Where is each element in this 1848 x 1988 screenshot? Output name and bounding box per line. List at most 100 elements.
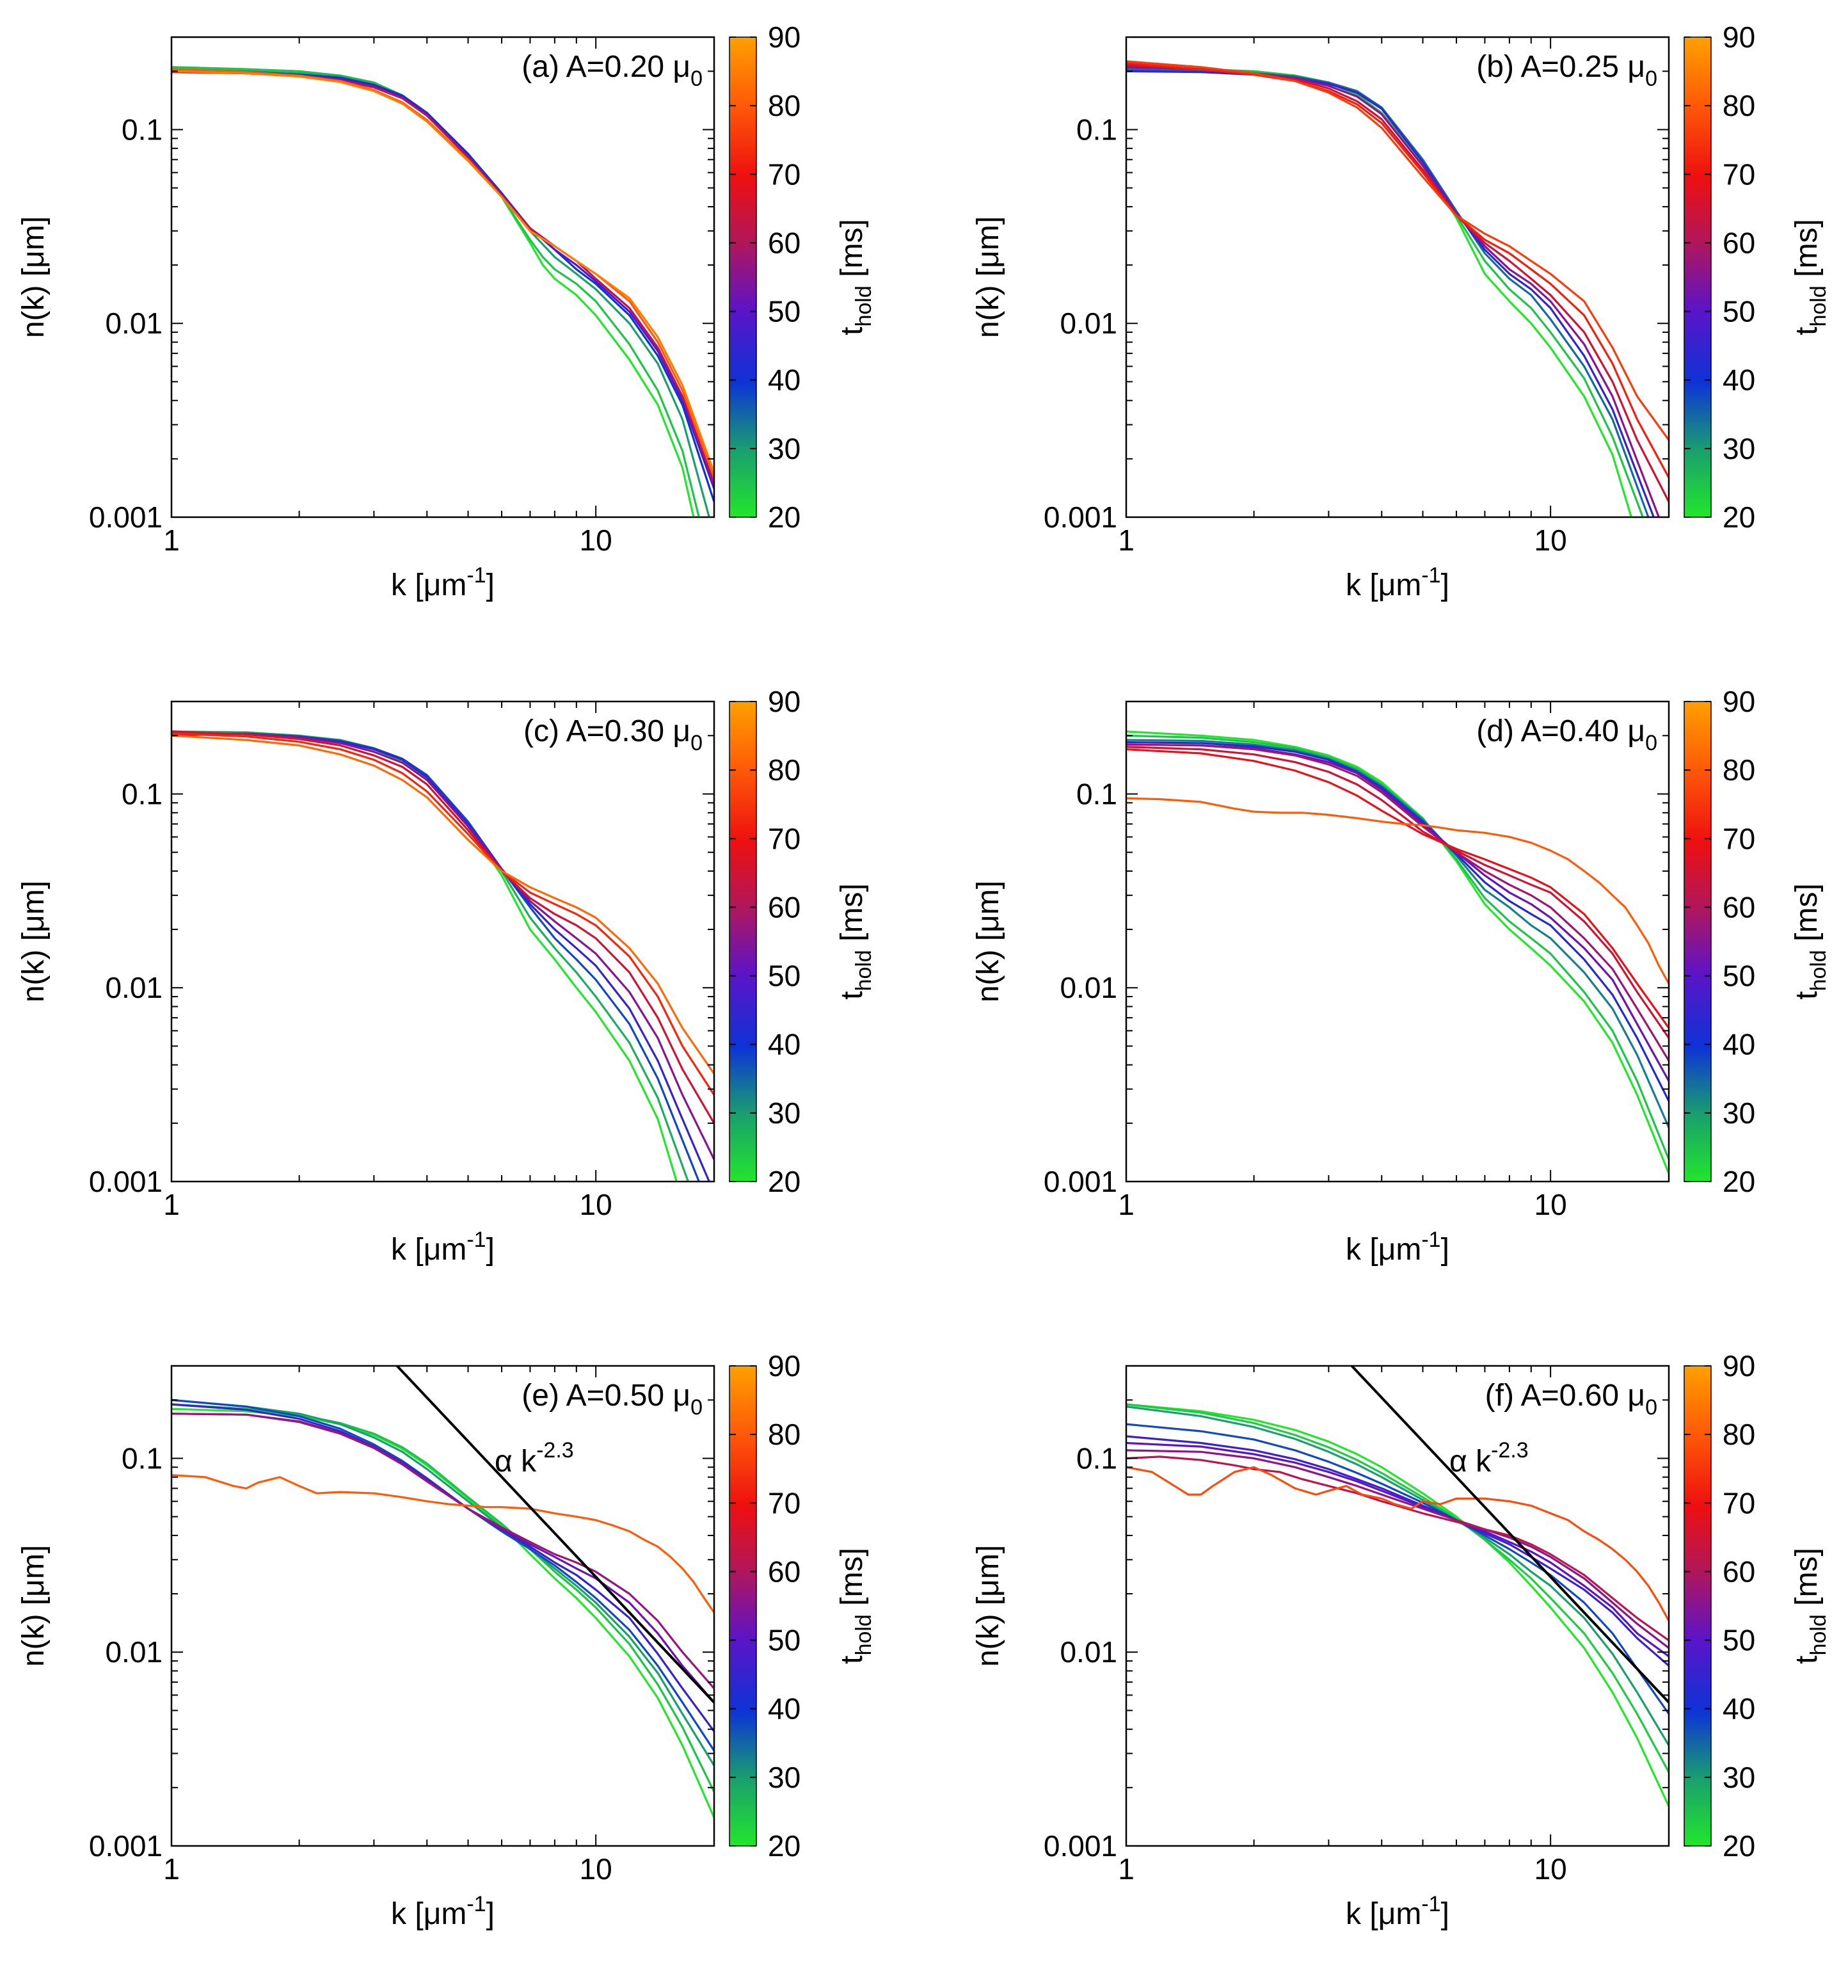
colorbar-label: thold [ms] [835,219,876,335]
series-group [1126,730,1669,1174]
colorbar-tick-label: 50 [1723,295,1755,328]
series-line-thold-57 [171,1413,714,1689]
colorbar-tick-label: 50 [768,959,801,993]
series-line-thold-30 [1126,1406,1669,1746]
x-tick-label: 10 [580,524,612,557]
series-line-thold-20 [171,1407,714,1818]
colorbar-tick-label: 30 [1723,1096,1755,1130]
colorbar-tick-label: 20 [1723,1165,1755,1198]
panel-d: 1 10 0.001 0.01 0.1 k [μm-1] n(k) [μm] (d) A=0.… [971,685,1831,1267]
series-line-thold-35 [1126,68,1650,517]
colorbar-label: thold [ms] [835,1548,876,1664]
colorbar-tick-label: 80 [1723,89,1755,122]
series-line-thold-72 [1126,62,1669,478]
y-axis-label: n(k) [μm] [971,881,1005,1002]
series-line-thold-20 [1126,1403,1669,1807]
series-line-thold-20 [1126,730,1669,1174]
colorbar-tick-label: 40 [768,1692,801,1726]
colorbar-label: thold [ms] [1790,219,1831,335]
colorbar-tick-label: 60 [768,890,801,924]
series-line-thold-38 [171,1399,714,1752]
colorbar-tick-label: 60 [1723,1555,1755,1588]
x-axis-label: k [μm-1] [391,563,495,602]
colorbar-tick-label: 40 [1723,1692,1755,1726]
colorbar-tick-label: 90 [1723,685,1755,718]
y-tick-label: 0.1 [122,113,163,146]
panel-e: 1 10 0.001 0.01 0.1 k [μm-1] n(k) [μm] (e) A=0.… [17,1349,876,1931]
reference-power-law-line [1350,1366,1669,1704]
colorbar-tick-label: 90 [1723,1349,1755,1383]
x-tick-label: 1 [1118,524,1135,557]
colorbar-tick-label: 40 [768,364,801,397]
series-line-thold-76 [1126,60,1669,441]
colorbar-tick-label: 30 [1723,432,1755,465]
plot-frame [170,700,715,1183]
series-group [1126,60,1669,517]
x-tick-label: 1 [1118,1852,1135,1886]
series-line-thold-25 [171,66,700,517]
colorbar-tick-label: 20 [1723,1829,1755,1863]
colorbar-tick-label: 60 [1723,226,1755,259]
colorbar-tick-label: 30 [768,432,801,465]
x-tick-label: 1 [163,1852,180,1886]
y-axis-label: n(k) [μm] [17,881,51,1002]
series-line-thold-73 [171,732,714,1096]
colorbar-tick-label: 70 [768,157,801,191]
y-tick-label: 0.01 [1060,1635,1117,1669]
colorbar-tick-label: 90 [768,20,801,54]
y-tick-label: 0.01 [1060,971,1117,1004]
series-group [1126,1366,1669,1807]
colorbar-tick-label: 30 [768,1761,801,1794]
plot-frame [170,36,715,518]
power-law-annotation: α k-2.3 [1449,1438,1529,1479]
colorbar-tick-label: 20 [768,1165,801,1198]
y-tick-label: 0.01 [105,307,163,340]
series-line-thold-80 [171,1474,714,1614]
series-line-thold-40 [171,70,714,502]
panel-f: 1 10 0.001 0.01 0.1 k [μm-1] n(k) [μm] (f) A=0.… [971,1349,1831,1931]
series-line-thold-62 [1126,1455,1669,1642]
series-line-thold-25 [1126,66,1644,517]
series-line-thold-69 [1126,748,1669,1029]
colorbar-tick-label: 70 [768,1486,801,1519]
series-line-thold-65 [171,730,714,1124]
colorbar-tick-label: 90 [1723,20,1755,54]
series-line-thold-20 [171,730,678,1182]
colorbar-tick-label: 20 [1723,501,1755,534]
colorbar-tick-label: 80 [768,1418,801,1451]
colorbar-tick-label: 70 [768,822,801,855]
x-tick-label: 1 [1118,1188,1135,1221]
y-tick-label: 0.001 [89,501,163,534]
colorbar-tick-label: 20 [768,501,801,534]
y-tick-label: 0.1 [1076,777,1117,810]
series-line-thold-38 [1126,1423,1669,1715]
colorbar-tick-label: 60 [1723,890,1755,924]
reference-power-law-line [395,1366,714,1704]
series-line-thold-30 [171,68,710,517]
series-line-thold-65 [1126,746,1669,1039]
colorbar-label: thold [ms] [1790,883,1831,1000]
colorbar-tick-label: 90 [768,1349,801,1383]
y-tick-label: 0.001 [1044,1165,1117,1198]
y-tick-label: 0.01 [1060,307,1117,340]
x-tick-label: 10 [1534,1852,1567,1886]
x-tick-label: 10 [1534,524,1567,557]
panel-title: (f) A=0.60 μ0 [1485,1379,1657,1420]
colorbar [729,701,757,1182]
colorbar-tick-label: 80 [1723,1418,1755,1451]
colorbar-tick-label: 30 [1723,1761,1755,1794]
series-group [171,730,714,1182]
y-tick-label: 0.01 [105,971,163,1004]
panel-title: (c) A=0.30 μ0 [523,714,703,755]
colorbar-tick-label: 80 [768,753,801,787]
plot-frame [1125,36,1670,518]
y-tick-label: 0.001 [89,1829,163,1863]
colorbar-label: thold [ms] [835,883,876,1000]
colorbar-tick-label: 20 [768,1829,801,1863]
x-axis-label: k [μm-1] [1346,1228,1449,1267]
series-line-thold-55 [171,732,714,1160]
y-axis-label: n(k) [μm] [17,1545,51,1667]
colorbar-tick-label: 40 [1723,364,1755,397]
x-tick-label: 1 [163,1188,180,1221]
x-tick-label: 10 [580,1852,612,1886]
